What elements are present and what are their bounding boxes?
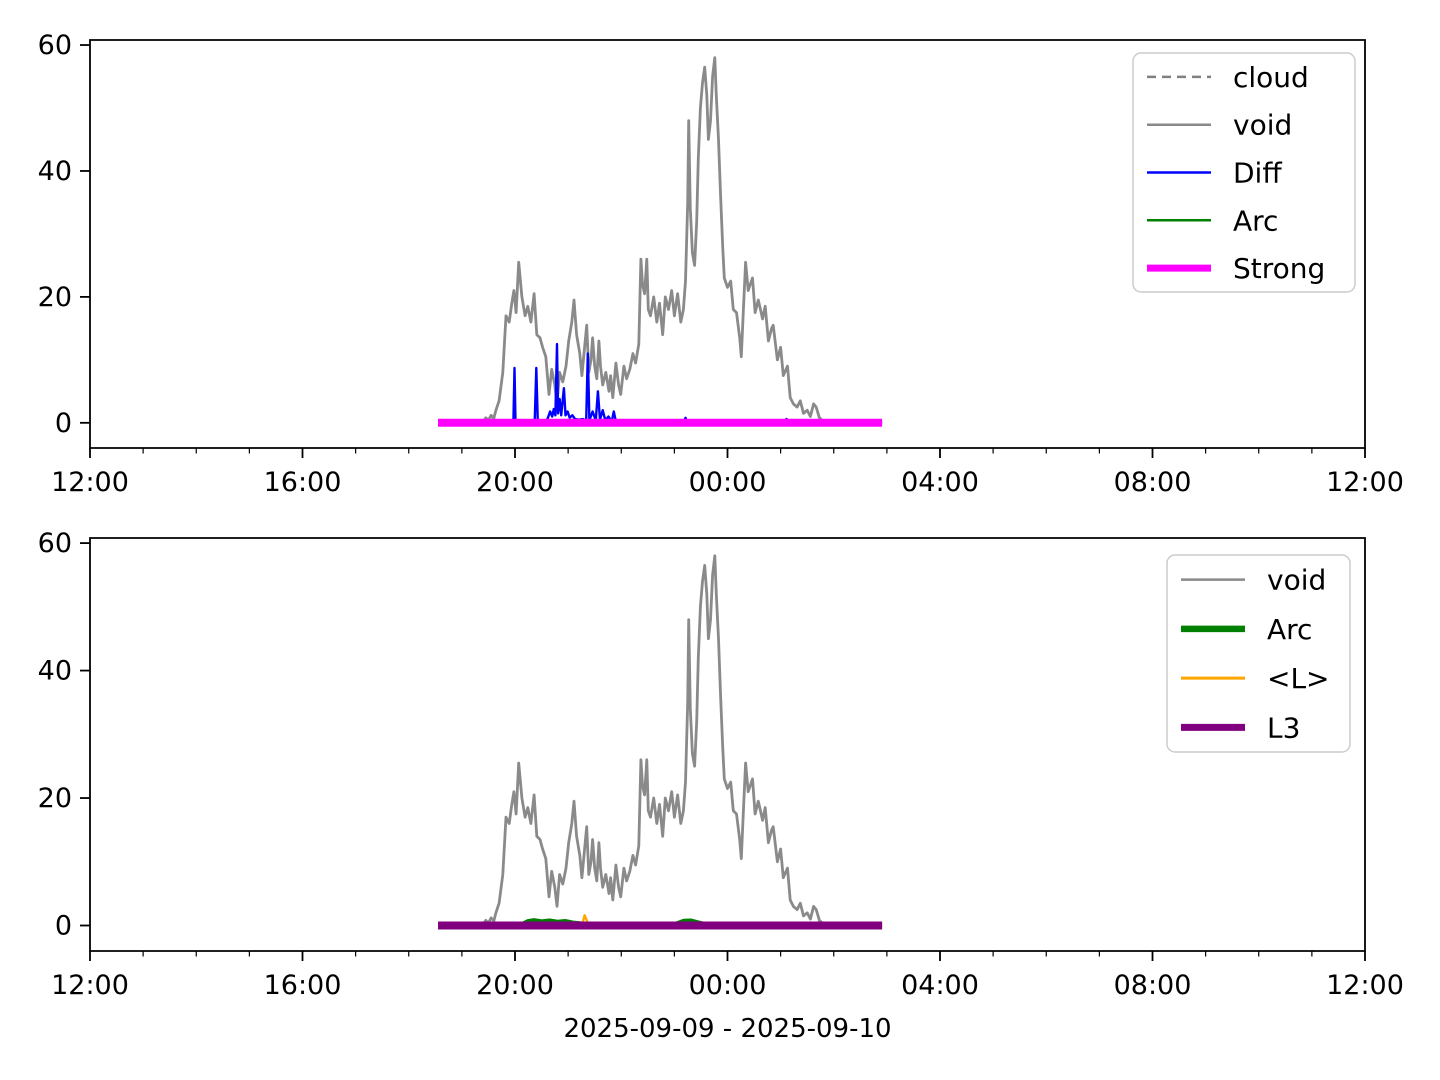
y-tick-label: 40 — [38, 156, 72, 187]
y-tick-label: 0 — [55, 408, 72, 439]
series-group-bottom — [437, 554, 883, 930]
legend-label: <L> — [1267, 662, 1330, 695]
x-tick-label: 12:00 — [51, 467, 129, 498]
y-tick-label: 20 — [38, 783, 72, 814]
legend-label: Diff — [1233, 157, 1282, 190]
x-tick-label: 12:00 — [51, 970, 129, 1001]
y-tick-label: 60 — [38, 528, 72, 559]
y-tick-label: 40 — [38, 656, 72, 687]
series-line-void — [476, 56, 832, 425]
series-group-top — [438, 56, 883, 427]
legend-label: cloud — [1233, 61, 1309, 94]
x-tick-label: 08:00 — [1114, 467, 1192, 498]
x-tick-label: 04:00 — [901, 467, 979, 498]
legend-box — [1166, 554, 1351, 753]
legend-label: Strong — [1233, 252, 1325, 285]
x-tick-label: 04:00 — [901, 970, 979, 1001]
x-tick-label: 00:00 — [689, 467, 767, 498]
x-tick-label: 08:00 — [1114, 970, 1192, 1001]
legend-label: Arc — [1233, 204, 1278, 237]
x-tick-label: 16:00 — [264, 970, 342, 1001]
legend-label: Arc — [1267, 613, 1312, 646]
y-tick-label: 20 — [38, 282, 72, 313]
x-tick-label: 12:00 — [1326, 970, 1404, 1001]
legend-label: L3 — [1267, 711, 1300, 744]
legend-box — [1132, 52, 1356, 293]
series-line-void — [476, 554, 832, 927]
x-tick-label: 00:00 — [689, 970, 767, 1001]
legend-label: void — [1233, 109, 1292, 142]
y-tick-label: 0 — [55, 911, 72, 942]
legend-label: void — [1267, 564, 1326, 597]
x-tick-label: 16:00 — [264, 467, 342, 498]
x-tick-label: 20:00 — [476, 467, 554, 498]
x-tick-label: 12:00 — [1326, 467, 1404, 498]
y-tick-label: 60 — [38, 30, 72, 61]
x-axis-label: 2025-09-09 - 2025-09-10 — [563, 1014, 892, 1044]
x-tick-label: 20:00 — [476, 970, 554, 1001]
